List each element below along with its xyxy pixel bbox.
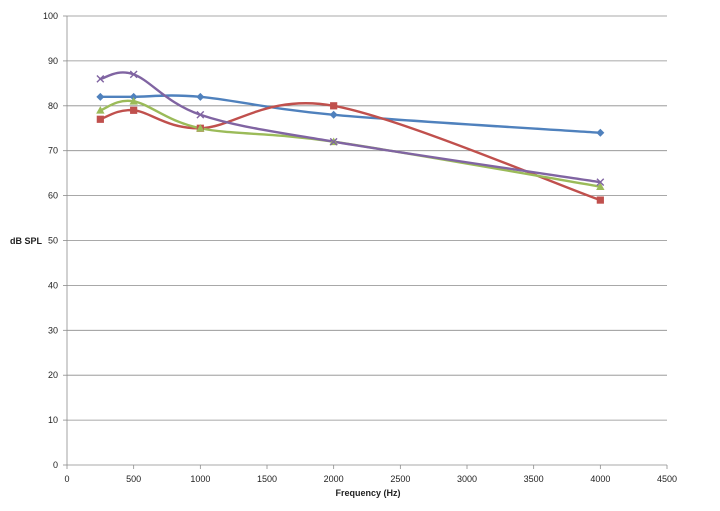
y-tick-label: 60: [48, 191, 58, 201]
data-point-marker: [96, 92, 105, 101]
data-point-marker: [596, 182, 605, 190]
x-tick-label: 4500: [657, 474, 677, 484]
x-tick-label: 0: [64, 474, 69, 484]
data-point-marker: [129, 97, 138, 105]
data-point-marker: [129, 70, 138, 79]
x-tick-label: 1500: [257, 474, 277, 484]
x-tick-label: 2500: [390, 474, 410, 484]
y-axis-title: dB SPL: [10, 236, 43, 246]
data-point-marker: [596, 128, 605, 137]
x-tick-label: 4000: [590, 474, 610, 484]
series-line-2: [99, 102, 602, 202]
data-point-marker: [596, 196, 604, 204]
data-point-marker: [329, 110, 338, 119]
x-tick-label: 3500: [524, 474, 544, 484]
data-point-marker: [129, 92, 138, 101]
x-tick-label: 2000: [324, 474, 344, 484]
y-tick-label: 10: [48, 415, 58, 425]
data-point-marker: [96, 106, 105, 114]
data-point-marker: [96, 115, 104, 123]
y-tick-label: 0: [53, 460, 58, 470]
data-point-marker: [130, 106, 138, 114]
x-tick-label: 1000: [190, 474, 210, 484]
data-point-marker: [196, 92, 205, 101]
markers-group: [96, 70, 605, 204]
data-point-marker: [329, 137, 338, 146]
x-axis-title: Frequency (Hz): [335, 488, 400, 498]
series-group: [99, 71, 602, 202]
y-tick-label: 70: [48, 146, 58, 156]
x-tick-label: 3000: [457, 474, 477, 484]
data-point-marker: [196, 124, 205, 132]
y-tick-label: 20: [48, 370, 58, 380]
data-point-marker: [596, 178, 605, 187]
y-tick-label: 40: [48, 280, 58, 290]
y-tick-label: 30: [48, 325, 58, 335]
x-tick-label: 500: [126, 474, 141, 484]
series-line-1: [99, 94, 602, 134]
data-point-marker: [96, 74, 105, 83]
y-tick-label: 90: [48, 56, 58, 66]
y-tick-label: 50: [48, 236, 58, 246]
y-tick-label: 80: [48, 101, 58, 111]
data-point-marker: [196, 110, 205, 119]
y-tick-label: 100: [43, 11, 58, 21]
gridlines: [67, 15, 667, 421]
data-point-marker: [330, 102, 338, 110]
